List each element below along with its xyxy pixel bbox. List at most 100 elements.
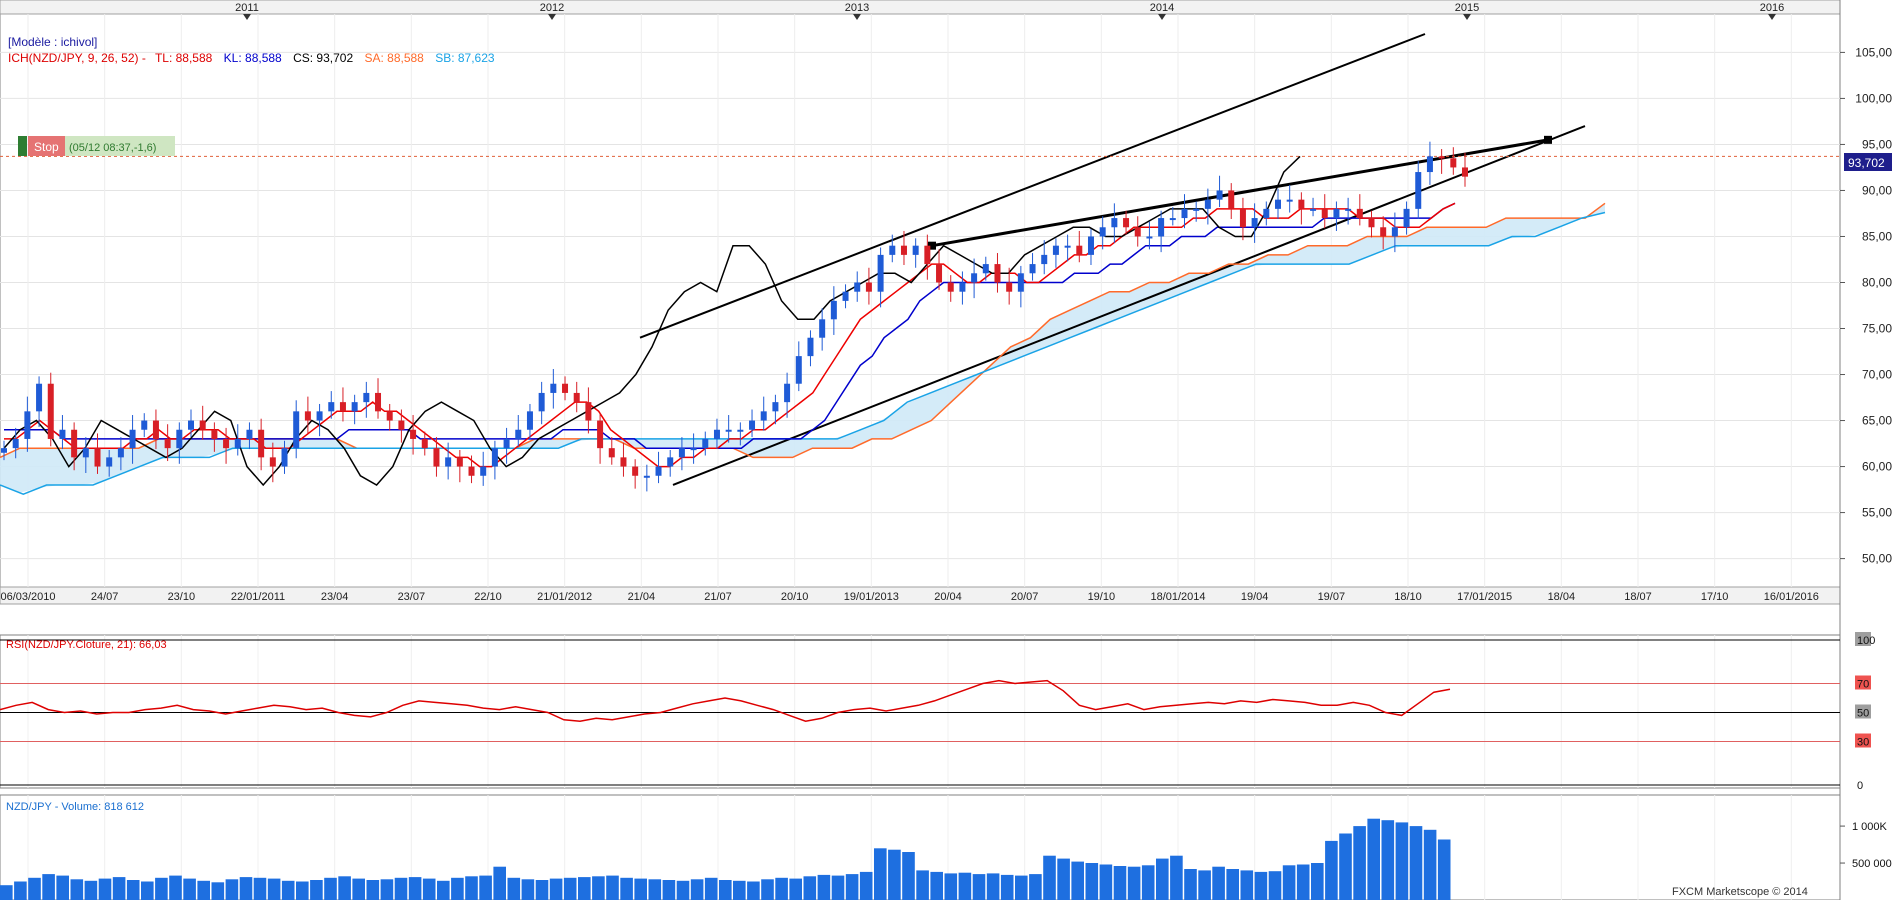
date-tick-label: 23/10 <box>168 591 196 603</box>
year-marker-icon <box>1463 14 1471 20</box>
stop-label: Stop <box>34 140 59 154</box>
volume-bar <box>394 877 408 900</box>
volume-bar <box>1395 822 1409 900</box>
year-marker-icon <box>1158 14 1166 20</box>
rsi-panel-frame <box>0 634 1841 789</box>
volume-bar <box>1381 820 1395 900</box>
volume-bar <box>366 880 380 900</box>
candle-body <box>1029 264 1036 274</box>
year-tick-label: 2012 <box>540 2 564 14</box>
trendlines <box>0 33 1840 486</box>
volume-bar <box>239 877 253 900</box>
kl-legend: KL: 88,588 <box>224 51 282 65</box>
volume-bar <box>747 881 760 900</box>
candles <box>1 141 1468 492</box>
volume-bar <box>70 879 84 900</box>
candle-body <box>1 448 7 453</box>
volume-bar <box>1170 855 1183 900</box>
candle-body <box>1462 167 1468 177</box>
stop-button[interactable] <box>28 136 65 156</box>
candle-body <box>526 411 533 430</box>
candle-body <box>328 402 335 412</box>
candle-body <box>772 402 779 412</box>
candle-body <box>36 383 43 412</box>
candle-body <box>702 438 709 449</box>
candle-body <box>363 392 370 403</box>
volume-bar <box>1226 869 1239 900</box>
candle-body <box>842 291 849 301</box>
volume-bar <box>817 874 831 900</box>
date-tick-label: 19/01/2013 <box>844 591 899 603</box>
volume-tick-label: 1 000K <box>1852 821 1888 833</box>
date-tick-label: 21/04 <box>628 591 656 603</box>
sb-legend: SB: 87,623 <box>435 51 495 65</box>
volume-bar <box>831 875 845 900</box>
candle-body <box>1438 156 1445 159</box>
candle-body <box>1333 208 1340 219</box>
candle-body <box>643 475 650 478</box>
candle-body <box>246 429 253 439</box>
candle-body <box>1064 245 1071 248</box>
volume-bar <box>324 877 337 900</box>
price-tick-label: 105,00 <box>1855 45 1892 59</box>
volume-bar <box>493 866 506 900</box>
volume-bar <box>1141 865 1155 900</box>
candle-body <box>1450 158 1457 168</box>
date-tick-label: 23/04 <box>321 591 349 603</box>
volume-bar <box>169 875 182 900</box>
price-tick-label: 80,00 <box>1862 275 1892 289</box>
volume-bar <box>451 877 464 900</box>
candle-body <box>316 411 323 421</box>
rsi-tick-label: 50 <box>1857 708 1869 720</box>
candle-body <box>503 438 510 449</box>
candle-body <box>994 264 1001 283</box>
candle-body <box>1099 227 1106 237</box>
volume-bar <box>352 878 365 900</box>
volume-bar <box>0 885 13 900</box>
volume-bar <box>112 877 126 900</box>
year-marker-icon <box>853 14 861 20</box>
volume-bar <box>380 879 394 900</box>
volume-bars: 500 000 1 000K <box>0 818 1892 900</box>
volume-bar <box>521 879 535 900</box>
sa-legend: SA: 88,588 <box>364 51 424 65</box>
candle-body <box>982 264 989 274</box>
price-tick-label: 60,00 <box>1862 460 1892 474</box>
candle-body <box>258 429 265 458</box>
ich-prefix: ICH(NZD/JPY, 9, 26, 52) - <box>8 51 146 65</box>
resistance-line <box>931 138 1549 248</box>
candle-body <box>1158 218 1165 237</box>
candle-body <box>433 448 440 467</box>
volume-bar <box>1311 863 1324 900</box>
candle-body <box>936 264 943 283</box>
volume-bar <box>183 878 196 900</box>
candle-body <box>339 402 346 412</box>
rsi-title: RSI(NZD/JPY.Cloture, 21): 66,03 <box>6 639 167 651</box>
date-tick-label: 21/07 <box>704 591 732 603</box>
candle-body <box>1321 208 1328 219</box>
candle-body <box>819 319 826 338</box>
candle-body <box>456 457 463 467</box>
volume-bar <box>126 880 140 900</box>
candle-body <box>1426 156 1433 173</box>
rsi-tick-label: 70 <box>1857 679 1869 691</box>
candle-body <box>1216 190 1223 200</box>
rsi-series: 0 30 50 70 100 <box>0 632 1875 792</box>
volume-bar <box>1254 871 1268 900</box>
volume-bar <box>733 880 746 900</box>
candle-body <box>1251 218 1258 228</box>
volume-bar <box>1085 863 1099 900</box>
candle-body <box>1087 236 1094 255</box>
volume-bar <box>1437 839 1451 900</box>
date-tick-label: 18/07 <box>1624 591 1652 603</box>
candle-body <box>491 448 498 467</box>
volume-bar <box>1156 858 1169 900</box>
date-tick-label: 20/04 <box>934 591 962 603</box>
indicator-lines <box>0 155 1606 496</box>
price-tick-label: 55,00 <box>1862 506 1892 520</box>
candle-body <box>1286 199 1293 202</box>
volume-bar <box>1071 861 1084 900</box>
candle-body <box>1368 218 1375 228</box>
volume-bar <box>84 880 98 900</box>
